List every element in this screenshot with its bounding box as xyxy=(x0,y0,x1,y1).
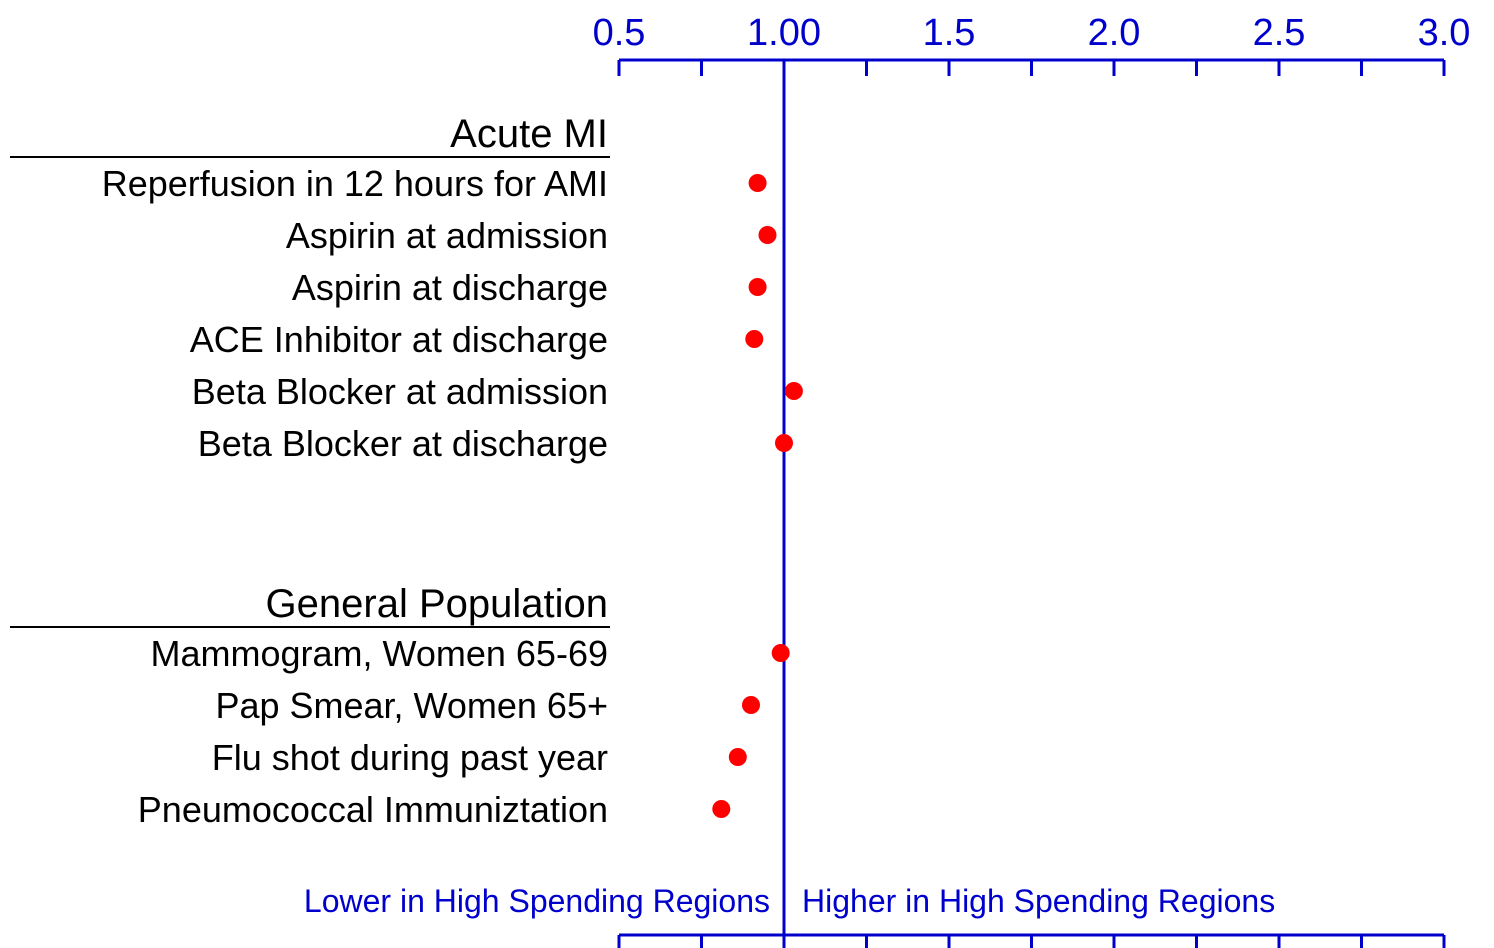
dot xyxy=(728,748,747,766)
dot xyxy=(775,434,793,452)
row-label: Aspirin at admission xyxy=(286,215,608,256)
dot xyxy=(748,174,767,192)
dot xyxy=(742,696,760,714)
dot xyxy=(784,382,803,400)
x-tick-label: 0.5 xyxy=(593,12,646,54)
annotation: Lower in High Spending Regions xyxy=(304,883,770,919)
dot xyxy=(745,330,764,348)
x-tick-label: 3.0 xyxy=(1418,12,1471,54)
row-label: Flu shot during past year xyxy=(212,737,608,778)
x-tick-label: 2.5 xyxy=(1253,12,1306,54)
row-label: Beta Blocker at admission xyxy=(192,371,608,412)
row-label: Reperfusion in 12 hours for AMI xyxy=(102,163,608,204)
group-header: Acute MI xyxy=(450,112,608,156)
dot xyxy=(771,644,790,662)
dot xyxy=(758,226,777,244)
x-tick-label: 2.0 xyxy=(1088,12,1141,54)
x-tick-label: 1.00 xyxy=(747,12,821,54)
row-label: Beta Blocker at discharge xyxy=(198,423,608,464)
x-tick-label: 1.5 xyxy=(923,12,976,54)
row-label: Pneumococcal Immuniztation xyxy=(138,789,608,830)
dot xyxy=(712,800,731,818)
group-header: General Population xyxy=(266,582,608,626)
row-label: Aspirin at discharge xyxy=(292,267,608,308)
dot xyxy=(748,278,767,296)
row-label: ACE Inhibitor at discharge xyxy=(190,319,608,360)
annotation: Higher in High Spending Regions xyxy=(802,883,1275,919)
row-label: Pap Smear, Women 65+ xyxy=(215,685,608,726)
row-label: Mammogram, Women 65-69 xyxy=(151,633,609,674)
